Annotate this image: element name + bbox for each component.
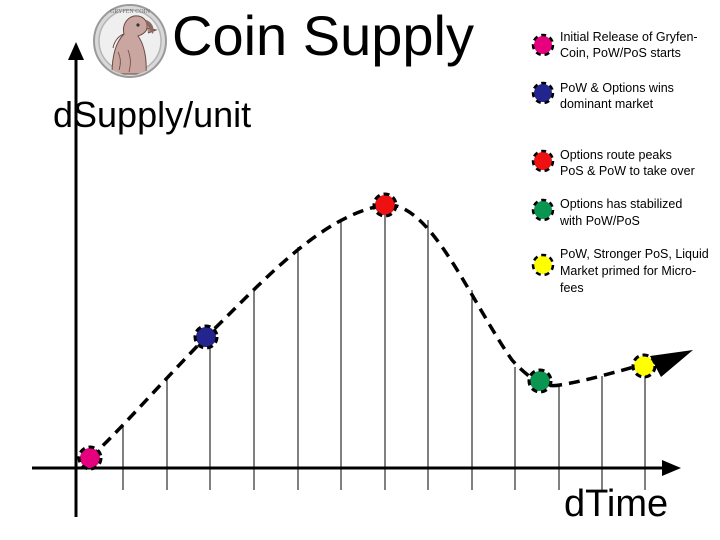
legend-text-line: with PoW/PoS [559,214,640,228]
supply-curve [88,203,653,460]
legend-text-line: Coin, PoW/PoS starts [560,46,681,60]
milestone-marker-options-peak [372,192,398,218]
milestone-marker-options-stabilized [527,368,553,394]
coin-logo-icon: GRYFEN COIN [93,4,167,78]
legend-text-line: PoW, Stronger PoS, Liquid [560,247,709,261]
legend-text-line: PoS & PoW to take over [560,164,695,178]
legend-item-pow-options: PoW & Options wins dominant market [531,81,674,111]
milestone-marker-pow-options [193,324,219,350]
milestone-markers [77,192,657,471]
legend-text-line: Market primed for Micro- [560,264,696,278]
legend: Initial Release of Gryfen- Coin, PoW/PoS… [531,30,709,295]
legend-text-line: Initial Release of Gryfen- [560,30,698,44]
y-axis-arrow-icon [68,42,84,60]
diagram-title: Coin Supply [172,4,474,67]
legend-text-line: fees [560,281,584,295]
x-axis-arrow-icon [662,460,681,476]
legend-item-options-stabilized: Options has stabilized with PoW/PoS [531,197,682,228]
legend-item-initial-release: Initial Release of Gryfen- Coin, PoW/PoS… [531,30,698,60]
legend-text-line: Options has stabilized [560,197,682,211]
milestone-marker-stronger-pos [631,353,657,379]
legend-text-line: dominant market [560,97,654,111]
milestone-marker-initial-release [77,445,103,471]
x-axis-label: dTime [564,483,668,525]
guide-lines [122,205,646,490]
y-axis-label: dSupply/unit [53,94,251,135]
legend-item-options-peak: Options route peaks PoS & PoW to take ov… [531,148,695,178]
coin-logo-text: GRYFEN COIN [110,9,151,15]
legend-text-line: PoW & Options wins [560,81,674,95]
legend-text-line: Options route peaks [560,148,672,162]
curve-arrow-icon [650,350,693,377]
legend-item-stronger-pos: PoW, Stronger PoS, Liquid Market primed … [531,247,709,295]
